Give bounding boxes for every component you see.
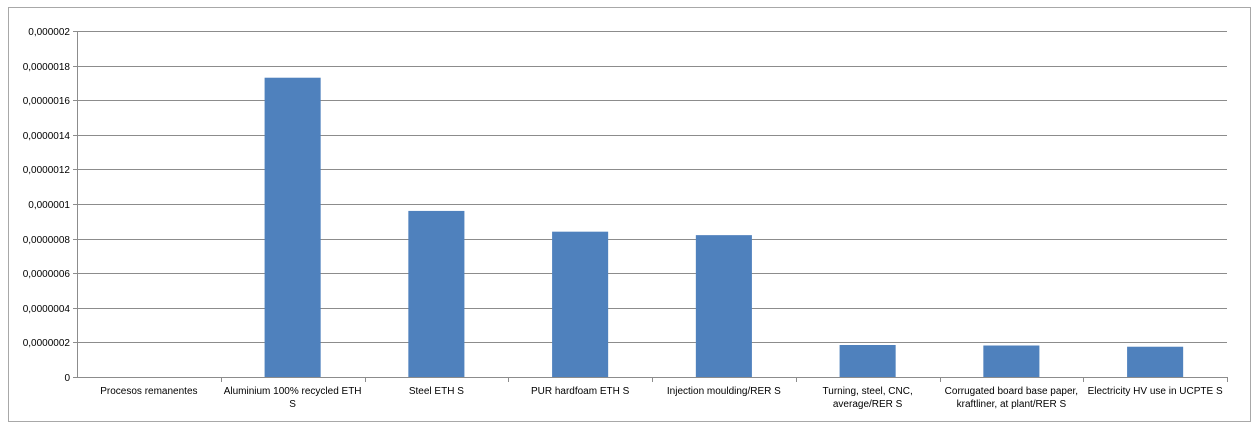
axes bbox=[77, 31, 1228, 382]
chart-frame bbox=[8, 7, 1251, 422]
x-tick-label: S bbox=[289, 399, 296, 410]
y-tick-label: 0,0000018 bbox=[23, 62, 71, 73]
y-tick-label: 0,0000016 bbox=[23, 96, 71, 107]
x-tick-label: kraftliner, at plant/RER S bbox=[957, 399, 1067, 410]
y-tick-label: 0,0000002 bbox=[23, 338, 71, 349]
bar bbox=[839, 344, 896, 377]
x-tick-label: Injection moulding/RER S bbox=[667, 386, 781, 397]
bar bbox=[983, 345, 1040, 377]
bar bbox=[264, 77, 321, 378]
x-tick-label: Aluminium 100% recycled ETH bbox=[224, 386, 362, 397]
x-axis-tick-labels: Procesos remanentes Aluminium 100% recycl… bbox=[100, 386, 1223, 410]
x-tick-label: Steel ETH S bbox=[409, 386, 464, 397]
gridlines bbox=[73, 31, 1227, 378]
y-tick-label: 0 bbox=[64, 373, 70, 384]
bars bbox=[264, 77, 1184, 378]
bar bbox=[408, 210, 465, 377]
x-tick-label: Procesos remanentes bbox=[100, 386, 197, 397]
y-tick-label: 0,0000014 bbox=[23, 131, 71, 142]
x-tick-label: average/RER S bbox=[833, 399, 903, 410]
x-tick-label: Electricity HV use in UCPTE S bbox=[1088, 386, 1223, 397]
y-tick-label: 0,0000008 bbox=[23, 235, 71, 246]
y-tick-label: 0,0000012 bbox=[23, 165, 71, 176]
y-tick-label: 0,0000006 bbox=[23, 269, 71, 280]
x-tick-label: Turning, steel, CNC, bbox=[823, 386, 913, 397]
bar bbox=[1127, 346, 1184, 377]
y-axis-tick-labels: 0 0,0000002 0,0000004 0,0000006 0,0000008 0,0… bbox=[23, 27, 71, 384]
x-tick-label: Corrugated board base paper, bbox=[945, 386, 1078, 397]
y-tick-label: 0,000002 bbox=[28, 27, 70, 38]
y-tick-label: 0,000001 bbox=[28, 200, 70, 211]
bar bbox=[695, 235, 752, 377]
x-tick-label: PUR hardfoam ETH S bbox=[531, 386, 630, 397]
bar bbox=[552, 231, 609, 377]
y-tick-label: 0,0000004 bbox=[23, 304, 71, 315]
